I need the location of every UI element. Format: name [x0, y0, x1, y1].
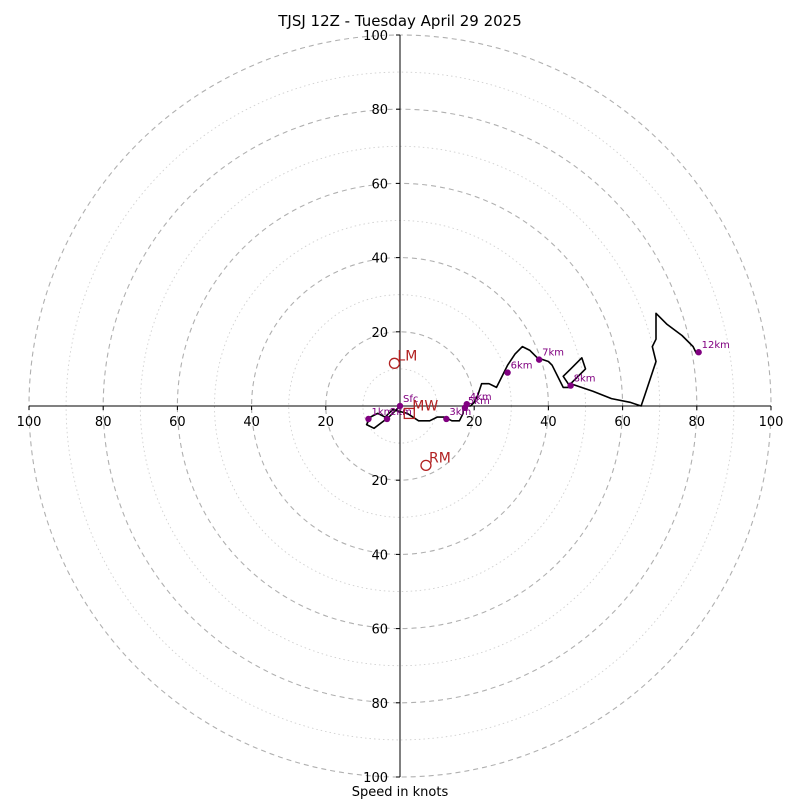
storm-motion-marker: [420, 459, 432, 472]
height-marker-label: 12km: [702, 340, 730, 351]
height-marker-dot: [535, 356, 543, 363]
height-marker-label: 5km: [468, 396, 490, 407]
y-tick-label: 20: [371, 326, 388, 341]
height-marker-dot: [396, 402, 404, 410]
x-tick-label: 80: [95, 415, 112, 430]
height-marker-dot: [461, 404, 469, 412]
x-tick-label: 100: [17, 415, 42, 430]
y-tick-label: 80: [371, 103, 388, 118]
y-tick-label: 60: [371, 623, 388, 638]
hodograph-line: [365, 312, 698, 430]
motion-marker-label: LM: [397, 348, 417, 364]
height-marker-label: Sfc: [403, 394, 418, 405]
x-tick-label: 20: [466, 415, 483, 430]
y-tick-label: 40: [371, 252, 388, 267]
tick-labels: 100 80 60 40 20 20 40 60 80 100 100 80 60 40 20 20 40 60 8…: [17, 29, 784, 786]
x-tick-label: 100: [759, 415, 784, 430]
x-tick-label: 60: [614, 415, 631, 430]
height-marker-dot: [567, 382, 574, 389]
height-marker-dot: [443, 415, 450, 423]
height-marker-label: 4km: [470, 392, 492, 403]
mean-wind-marker: [403, 407, 415, 420]
storm-motion-marker: [388, 357, 401, 369]
height-marker-label: 2km: [390, 407, 412, 418]
x-tick-label: 40: [243, 415, 260, 430]
motion-marker-label: RM: [429, 450, 451, 466]
x-tick-label: 80: [689, 415, 706, 430]
height-marker-dot: [365, 415, 372, 423]
x-axis-label: Speed in knots: [352, 785, 449, 800]
y-tick-label: 100: [363, 771, 388, 786]
x-tick-label: 20: [318, 415, 335, 430]
hodograph-trace: [365, 312, 698, 430]
height-marker-dot: [695, 349, 702, 356]
height-marker-label: 1km: [371, 407, 393, 418]
height-marker-label: 7km: [542, 348, 564, 359]
height-marker-label: 3km: [449, 407, 471, 418]
y-tick-label: 60: [371, 177, 388, 192]
y-tick-label: 40: [371, 548, 388, 563]
motion-marker-label: MW: [412, 398, 438, 414]
y-tick-label: 20: [371, 474, 388, 489]
x-tick-label: 60: [169, 415, 186, 430]
y-tick-label: 80: [371, 697, 388, 712]
storm-motion-markers: LM RM MW: [388, 348, 451, 472]
height-marker-dot: [504, 369, 511, 376]
chart-title: TJSJ 12Z - Tuesday April 29 2025: [277, 12, 522, 30]
height-marker-label: 8km: [574, 374, 596, 385]
height-marker-label: 6km: [511, 361, 533, 372]
y-tick-label: 100: [363, 29, 388, 44]
x-tick-label: 40: [540, 415, 557, 430]
height-marker-dot: [383, 415, 391, 423]
